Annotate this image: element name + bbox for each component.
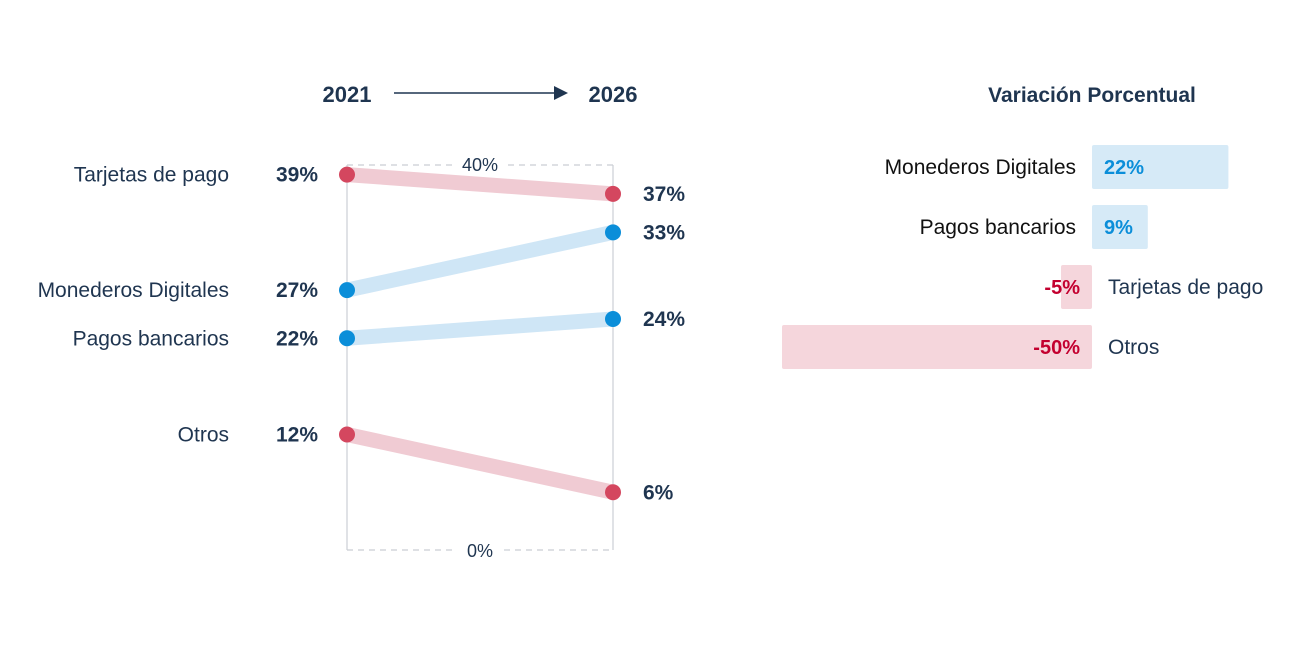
year-label-start: 2021 (323, 82, 372, 107)
variation-bar-otros (782, 325, 1092, 369)
slope-line-otros (345, 427, 615, 500)
slope-lines (345, 167, 615, 500)
variation-bar-pagos-bancarios (1092, 205, 1148, 249)
category-label-pagos-bancarios: Pagos bancarios (73, 327, 229, 350)
slope-labels: Tarjetas de pago 39% 37% Monederos Digitale… (38, 164, 686, 505)
year-label-end: 2026 (589, 82, 638, 107)
slope-line-monederos-digitales (345, 225, 615, 298)
dot-2026-tarjetas-de-pago (605, 185, 621, 202)
value-2021-tarjetas-de-pago: 39% (276, 164, 318, 187)
dot-2021-monederos-digitales (339, 282, 355, 299)
variation-value-tarjetas-de-pago: -5% (1044, 277, 1080, 299)
value-2021-pagos-bancarios: 22% (276, 327, 318, 350)
value-2026-monederos-digitales: 33% (643, 221, 685, 244)
slope-dots (339, 166, 621, 501)
variation-bars: 22% Monederos Digitales 9% Pagos bancarios -… (782, 145, 1263, 369)
variation-category-otros: Otros (1108, 336, 1159, 359)
dot-2021-tarjetas-de-pago (339, 166, 355, 183)
variation-category-tarjetas-de-pago: Tarjetas de pago (1108, 276, 1263, 299)
scale-label-top: 40% (462, 155, 498, 175)
value-2026-otros: 6% (643, 481, 674, 504)
category-label-monederos-digitales: Monederos Digitales (38, 279, 229, 302)
variation-category-pagos-bancarios: Pagos bancarios (920, 216, 1076, 239)
variation-value-monederos-digitales: 22% (1104, 157, 1144, 179)
value-2026-pagos-bancarios: 24% (643, 308, 685, 331)
slope-line-tarjetas-de-pago (346, 167, 614, 202)
value-2026-tarjetas-de-pago: 37% (643, 183, 685, 206)
dot-2026-otros (605, 484, 621, 501)
dot-2026-pagos-bancarios (605, 311, 621, 327)
category-label-tarjetas-de-pago: Tarjetas de pago (74, 164, 229, 187)
variation-category-monederos-digitales: Monederos Digitales (885, 156, 1076, 179)
year-arrow-head (554, 86, 568, 100)
slope-line-pagos-bancarios (346, 311, 614, 346)
variation-bar-tarjetas-de-pago (1061, 265, 1092, 309)
variation-value-otros: -50% (1033, 337, 1080, 359)
variation-bar-monederos-digitales (1092, 145, 1229, 189)
value-2021-monederos-digitales: 27% (276, 279, 318, 302)
dot-2021-pagos-bancarios (339, 330, 355, 347)
dot-2021-otros (339, 426, 355, 443)
variation-value-pagos-bancarios: 9% (1104, 217, 1133, 239)
variation-title: Variación Porcentual (988, 84, 1196, 107)
value-2021-otros: 12% (276, 424, 318, 447)
dot-2026-monederos-digitales (605, 224, 621, 241)
category-label-otros: Otros (178, 424, 229, 447)
scale-label-bottom: 0% (467, 541, 493, 561)
